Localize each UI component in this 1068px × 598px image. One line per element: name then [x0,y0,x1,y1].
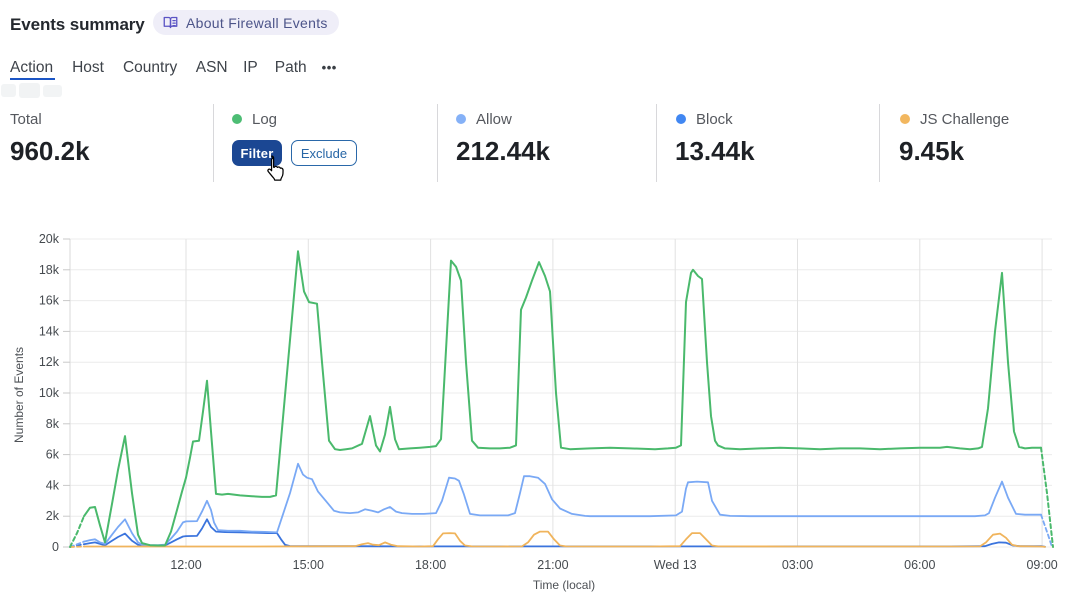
svg-text:0: 0 [52,540,59,554]
svg-text:10k: 10k [39,386,60,400]
svg-text:14k: 14k [39,324,60,338]
svg-text:03:00: 03:00 [782,558,813,572]
svg-text:06:00: 06:00 [904,558,935,572]
svg-text:15:00: 15:00 [293,558,324,572]
svg-text:09:00: 09:00 [1026,558,1057,572]
svg-text:21:00: 21:00 [537,558,568,572]
svg-text:Time (local): Time (local) [533,578,595,592]
svg-text:12:00: 12:00 [170,558,201,572]
svg-text:8k: 8k [46,417,60,431]
svg-text:16k: 16k [39,294,60,308]
svg-text:18k: 18k [39,263,60,277]
svg-text:4k: 4k [46,478,60,492]
svg-text:6k: 6k [46,448,60,462]
svg-text:2k: 2k [46,509,60,523]
svg-text:18:00: 18:00 [415,558,446,572]
svg-text:Number of Events: Number of Events [12,347,26,443]
svg-text:20k: 20k [39,232,60,246]
svg-text:12k: 12k [39,355,60,369]
svg-text:Wed 13: Wed 13 [654,558,697,572]
